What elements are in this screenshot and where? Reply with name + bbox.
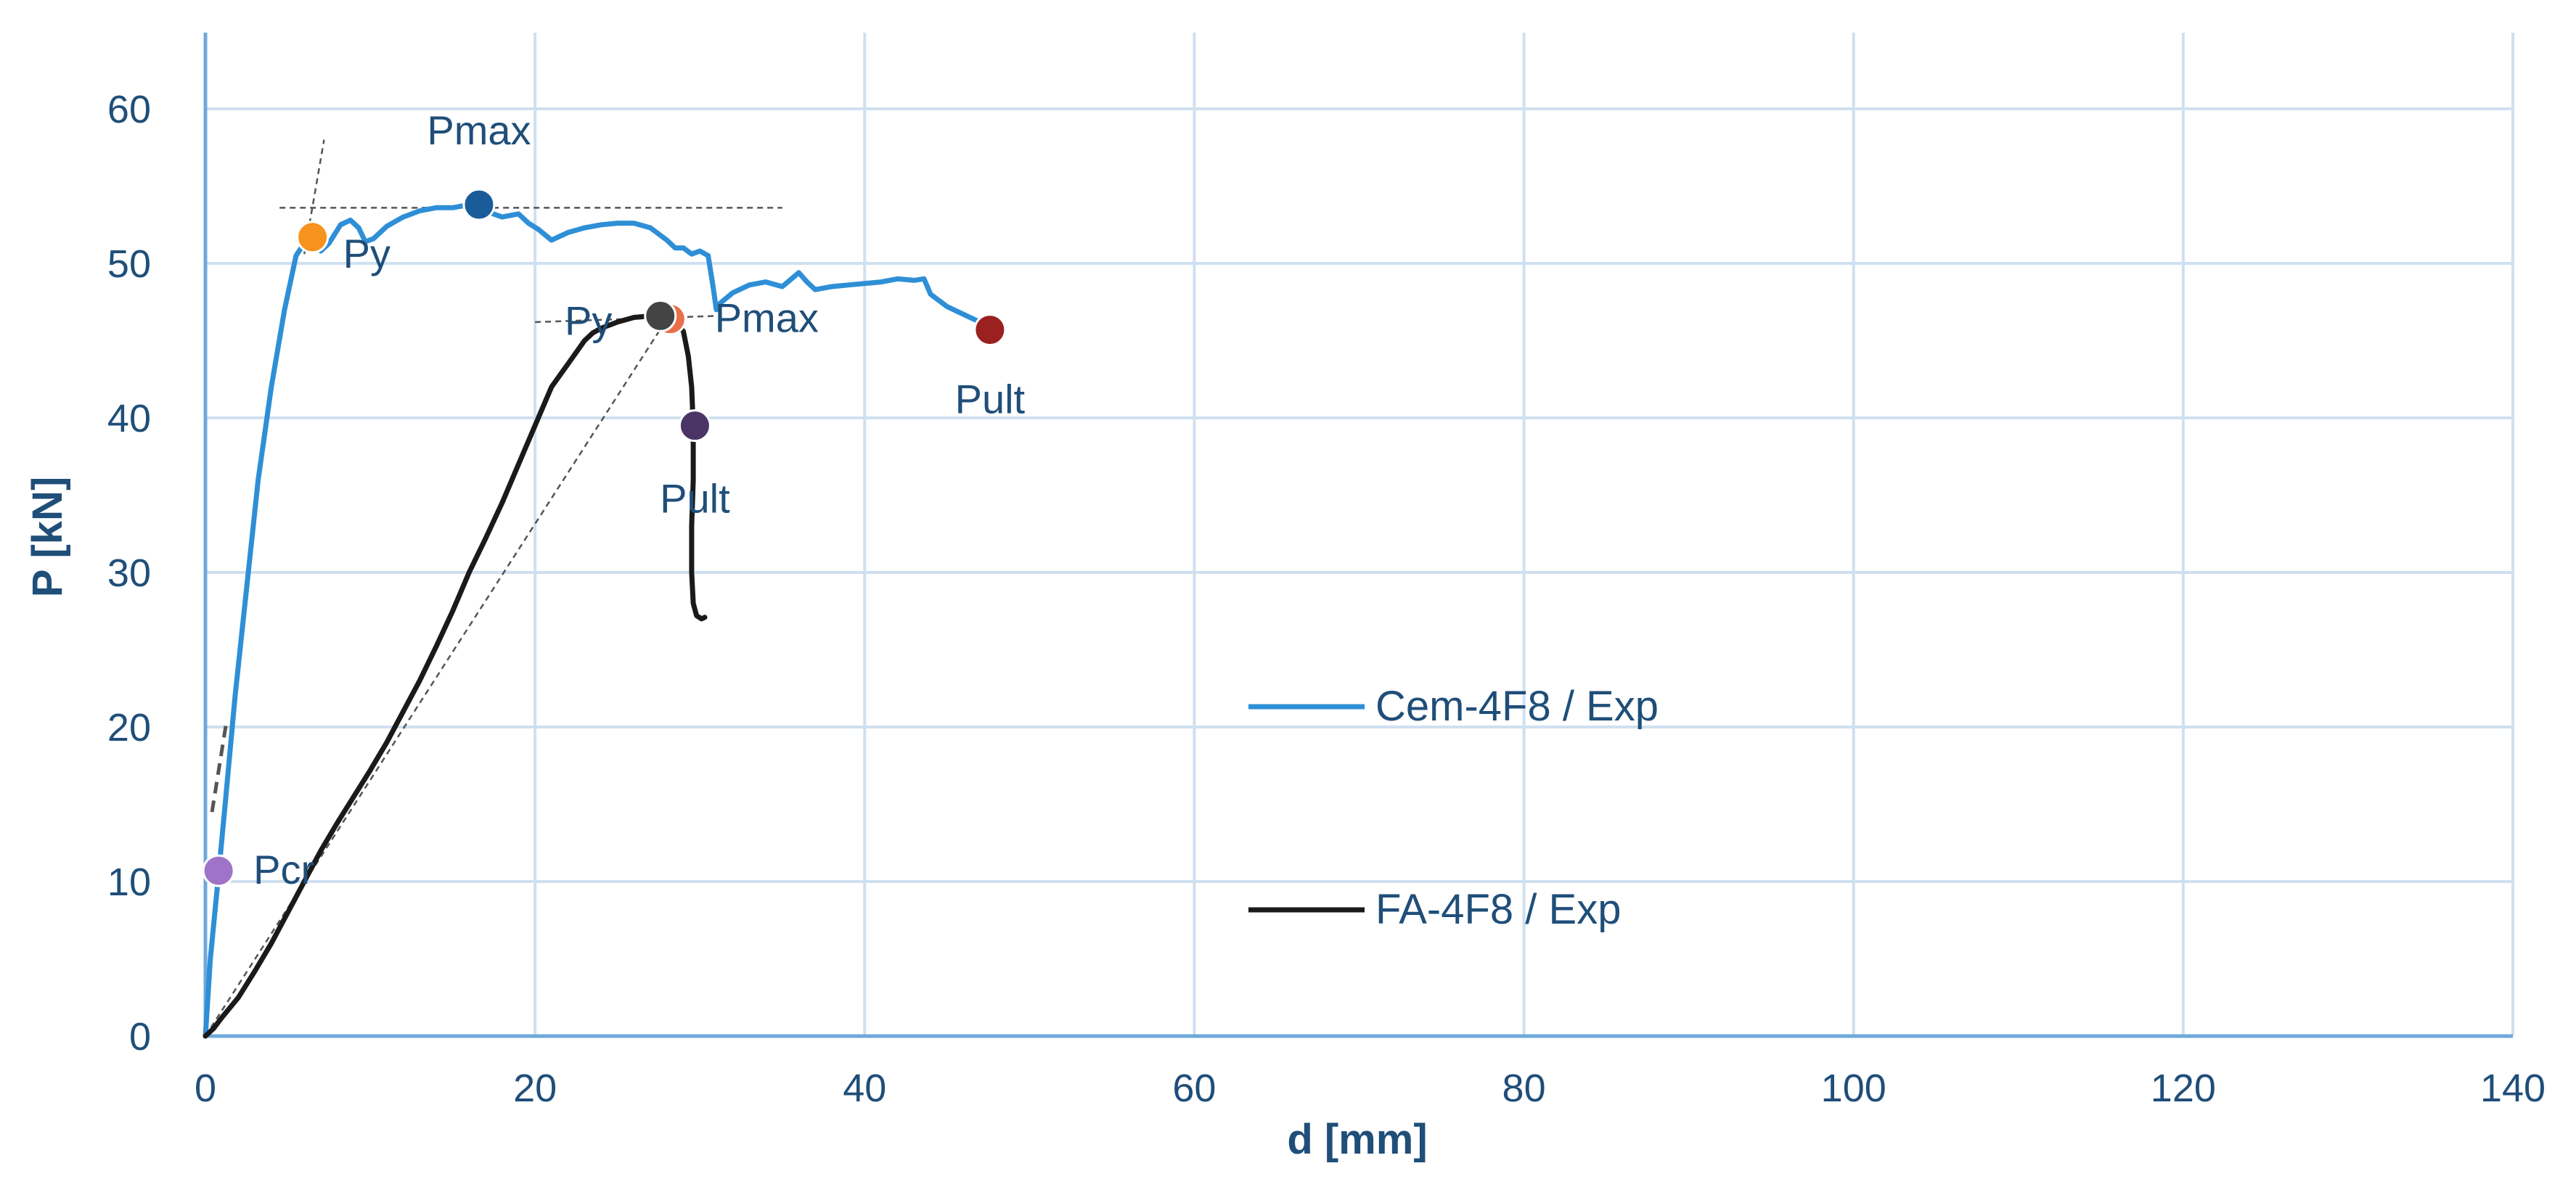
point-label-pult: Pult bbox=[660, 476, 730, 522]
annotation-points: Pcr Py Pmax Pult Py Pmax Pult bbox=[202, 107, 1026, 892]
point-marker-py bbox=[296, 221, 330, 254]
y-axis-label: P [kN] bbox=[24, 477, 71, 598]
y-tick-label: 50 bbox=[107, 242, 151, 286]
grid bbox=[205, 33, 2514, 1036]
x-tick-label: 140 bbox=[2480, 1067, 2546, 1110]
legend: Cem-4F8 / Exp FA-4F8 / Exp bbox=[1248, 683, 1659, 933]
x-axis-label: d [mm] bbox=[1287, 1116, 1427, 1163]
point-label-py: Py bbox=[343, 231, 391, 276]
y-tick-label: 30 bbox=[107, 551, 151, 595]
guide-lines bbox=[204, 139, 782, 1037]
x-tick-label: 0 bbox=[195, 1067, 216, 1110]
y-tick-label: 10 bbox=[107, 861, 151, 904]
point-marker-pmax bbox=[462, 188, 496, 221]
point-label-pmax: Pmax bbox=[715, 295, 819, 340]
point-marker-pcr bbox=[202, 854, 235, 887]
x-tick-label: 100 bbox=[1821, 1067, 1886, 1110]
point-label-py: Py bbox=[565, 298, 612, 344]
y-tick-label: 20 bbox=[107, 706, 151, 749]
x-tick-label: 80 bbox=[1502, 1067, 1546, 1110]
point-label-pcr: Pcr bbox=[253, 847, 314, 892]
point-marker-pult bbox=[973, 313, 1007, 347]
x-tick-label: 40 bbox=[843, 1067, 886, 1110]
x-tick-label: 60 bbox=[1172, 1067, 1216, 1110]
y-tick-label: 0 bbox=[129, 1015, 151, 1059]
x-tick-label: 120 bbox=[2151, 1067, 2216, 1110]
guide-secant-fa bbox=[204, 319, 668, 1037]
guide-crack-tangent-cem bbox=[210, 718, 229, 813]
point-marker-pult bbox=[678, 409, 711, 443]
point-label-pult: Pult bbox=[955, 377, 1026, 422]
point-marker-pmax bbox=[644, 299, 677, 332]
guide-yield-tangent-cem bbox=[303, 139, 325, 255]
legend-label-cem: Cem-4F8 / Exp bbox=[1375, 683, 1659, 730]
x-tick-label: 20 bbox=[513, 1067, 557, 1110]
y-tick-label: 60 bbox=[107, 88, 151, 131]
series-line-fa bbox=[203, 313, 708, 1039]
legend-label-fa: FA-4F8 / Exp bbox=[1375, 886, 1621, 933]
y-tick-label: 40 bbox=[107, 397, 151, 440]
point-label-pmax: Pmax bbox=[427, 107, 531, 153]
